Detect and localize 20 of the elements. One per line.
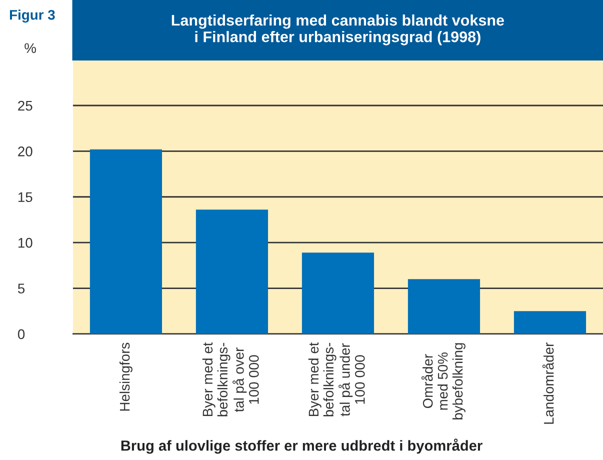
bar: [196, 210, 268, 334]
x-tick-label: Byer med et befolknings- tal på over 100 000: [202, 342, 259, 416]
y-tick-label: 15: [18, 192, 32, 202]
bar: [408, 279, 480, 334]
bar: [514, 311, 586, 334]
y-tick-label: 5: [18, 284, 25, 294]
x-tick-label: Byer med et befolknings- tal på under 100 000: [308, 342, 365, 416]
y-tick-label: 0: [18, 329, 25, 340]
x-tick-label: Helsingfors: [119, 342, 132, 411]
y-tick-label: 20: [18, 146, 32, 156]
x-tick-label: Landområder: [542, 342, 554, 424]
y-tick-label: 10: [18, 238, 32, 248]
y-tick-label: 25: [18, 100, 32, 111]
text: Brug af ulovlige stoffer er mere udbredt i byområder: [121, 438, 482, 454]
y-axis-title: %: [24, 43, 36, 53]
x-tick-label: Områder med 50% bybefolkning: [421, 343, 466, 420]
chart-title: Langtidserfaring med cannabis blandt voksne i Finland efter urbaniseringsgrad (1998): [172, 14, 504, 46]
bar: [302, 252, 374, 334]
bar: [90, 149, 162, 334]
text: Figur 3: [10, 10, 55, 23]
